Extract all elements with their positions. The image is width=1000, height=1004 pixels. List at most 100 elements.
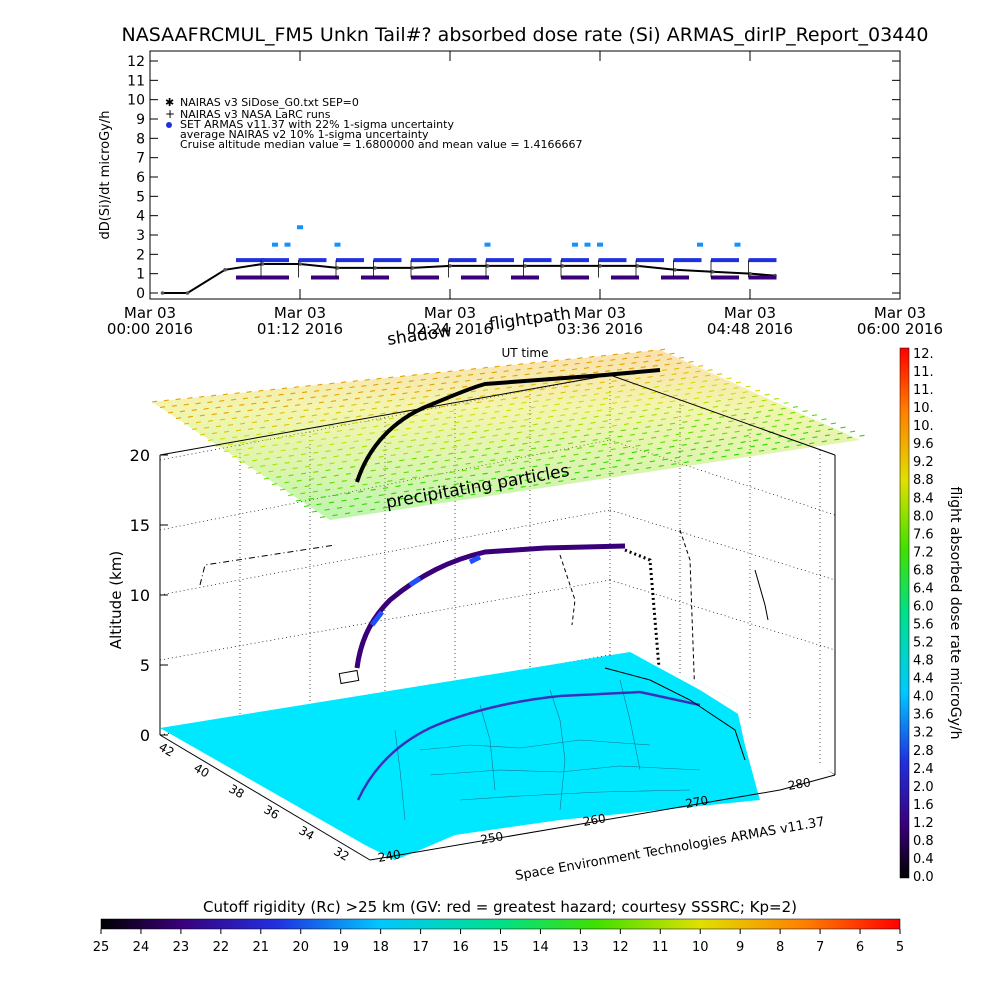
- particle-dash: [512, 480, 518, 483]
- particle-dash: [783, 401, 789, 404]
- particle-dash: [228, 443, 234, 446]
- particle-dash: [361, 503, 368, 506]
- particle-dash: [520, 485, 526, 488]
- particle-dash: [246, 390, 252, 393]
- particle-dash: [666, 406, 673, 409]
- particle-dash: [276, 456, 282, 459]
- particle-dash: [391, 473, 397, 475]
- dose-colorbar-tick-label: 8.4: [913, 491, 934, 506]
- particle-dash: [391, 492, 397, 495]
- particle-dash: [530, 383, 536, 386]
- particle-dash: [529, 429, 535, 432]
- particle-dash: [475, 424, 481, 427]
- particle-dash: [627, 394, 633, 397]
- particle-dash: [325, 388, 331, 391]
- particle-dash: [837, 432, 843, 435]
- particle-dash: [300, 492, 306, 495]
- particle-dash: [179, 410, 185, 413]
- particle-dash: [574, 471, 580, 474]
- particle-dash: [494, 470, 501, 473]
- particle-dash: [432, 461, 438, 463]
- particle-dash: [548, 457, 554, 460]
- particle-dash: [709, 390, 715, 392]
- particle-dash: [631, 361, 637, 364]
- particle-dash: [708, 457, 715, 460]
- particle-dash: [300, 472, 306, 475]
- particle-dash: [749, 445, 755, 448]
- particle-dash: [533, 400, 539, 403]
- particle-dash: [746, 451, 752, 454]
- particle-dash: [678, 450, 684, 453]
- particle-dash: [632, 427, 639, 430]
- particle-dash: [395, 504, 401, 507]
- particle-dash: [235, 410, 241, 413]
- particle-dash: [470, 368, 477, 370]
- particle-dash: [613, 441, 620, 444]
- particle-dash: [441, 485, 447, 487]
- particle-dash: [264, 438, 270, 441]
- particle-dash: [369, 389, 376, 392]
- particle-dash: [255, 472, 262, 475]
- particle-dash: [809, 442, 815, 445]
- particle-dash: [684, 437, 691, 440]
- particle-dash: [572, 390, 578, 392]
- particle-dash: [525, 436, 531, 439]
- particle-dash: [424, 493, 430, 496]
- particle-dash: [432, 499, 439, 502]
- particle-dash: [392, 411, 398, 414]
- particle-dash: [499, 421, 505, 424]
- particle-dash: [308, 497, 314, 500]
- dose-colorbar-tick-label: 4.4: [913, 672, 934, 687]
- particle-dash: [317, 463, 323, 466]
- dose-colorbar-tick-label: 2.0: [913, 780, 934, 795]
- particle-dash: [563, 385, 569, 388]
- particle-dash: [435, 436, 441, 438]
- particle-dash: [398, 440, 404, 443]
- particle-dash: [530, 447, 537, 450]
- particle-dash: [815, 430, 821, 433]
- particle-dash: [264, 458, 270, 460]
- particle-dash: [387, 399, 393, 402]
- dose-colorbar-label: flight absorbed dose rate microGy/h: [947, 487, 963, 740]
- particle-dash: [359, 408, 365, 411]
- dose-colorbar-tick-label: 3.6: [913, 708, 934, 723]
- x-tick-label-time: 00:00 2016: [107, 320, 193, 338]
- particle-dash: [262, 401, 269, 404]
- particle-dash: [551, 409, 557, 412]
- particle-dash: [718, 438, 725, 441]
- particle-dash: [457, 476, 463, 479]
- particle-dash: [666, 428, 672, 431]
- particle-dash: [308, 439, 314, 442]
- 3d-front-frame: [159, 455, 836, 861]
- particle-dash: [387, 480, 393, 482]
- particle-dash: [688, 409, 694, 411]
- particle-dash: [683, 461, 689, 464]
- particle-dash: [752, 395, 758, 398]
- particle-dash: [681, 444, 687, 446]
- particle-dash: [653, 453, 659, 456]
- particle-dash: [796, 444, 802, 447]
- particle-dash: [688, 431, 694, 434]
- particle-dash: [715, 400, 721, 402]
- dose-colorbar-tick-label: 8.0: [913, 509, 934, 524]
- particle-dash: [802, 410, 808, 413]
- particle-dash: [541, 360, 547, 363]
- particle-dash: [215, 406, 221, 409]
- particle-dash: [488, 377, 494, 380]
- particle-dash: [242, 397, 249, 400]
- particle-dash: [388, 376, 394, 379]
- series-nairas-point: [598, 264, 602, 268]
- altitude-tick-label: 20: [130, 446, 150, 465]
- particle-dash: [512, 374, 518, 377]
- particle-dash: [840, 426, 846, 429]
- cutoff-tick-label: 12: [612, 940, 629, 955]
- series-nairas-point: [335, 266, 340, 270]
- particle-dash: [667, 358, 673, 361]
- particle-dash: [497, 404, 503, 407]
- particle-dash: [431, 442, 437, 445]
- particle-dash: [371, 407, 377, 410]
- particle-dash: [374, 481, 380, 484]
- particle-dash: [313, 470, 319, 473]
- particle-dash: [260, 445, 266, 448]
- particle-dash: [627, 417, 633, 419]
